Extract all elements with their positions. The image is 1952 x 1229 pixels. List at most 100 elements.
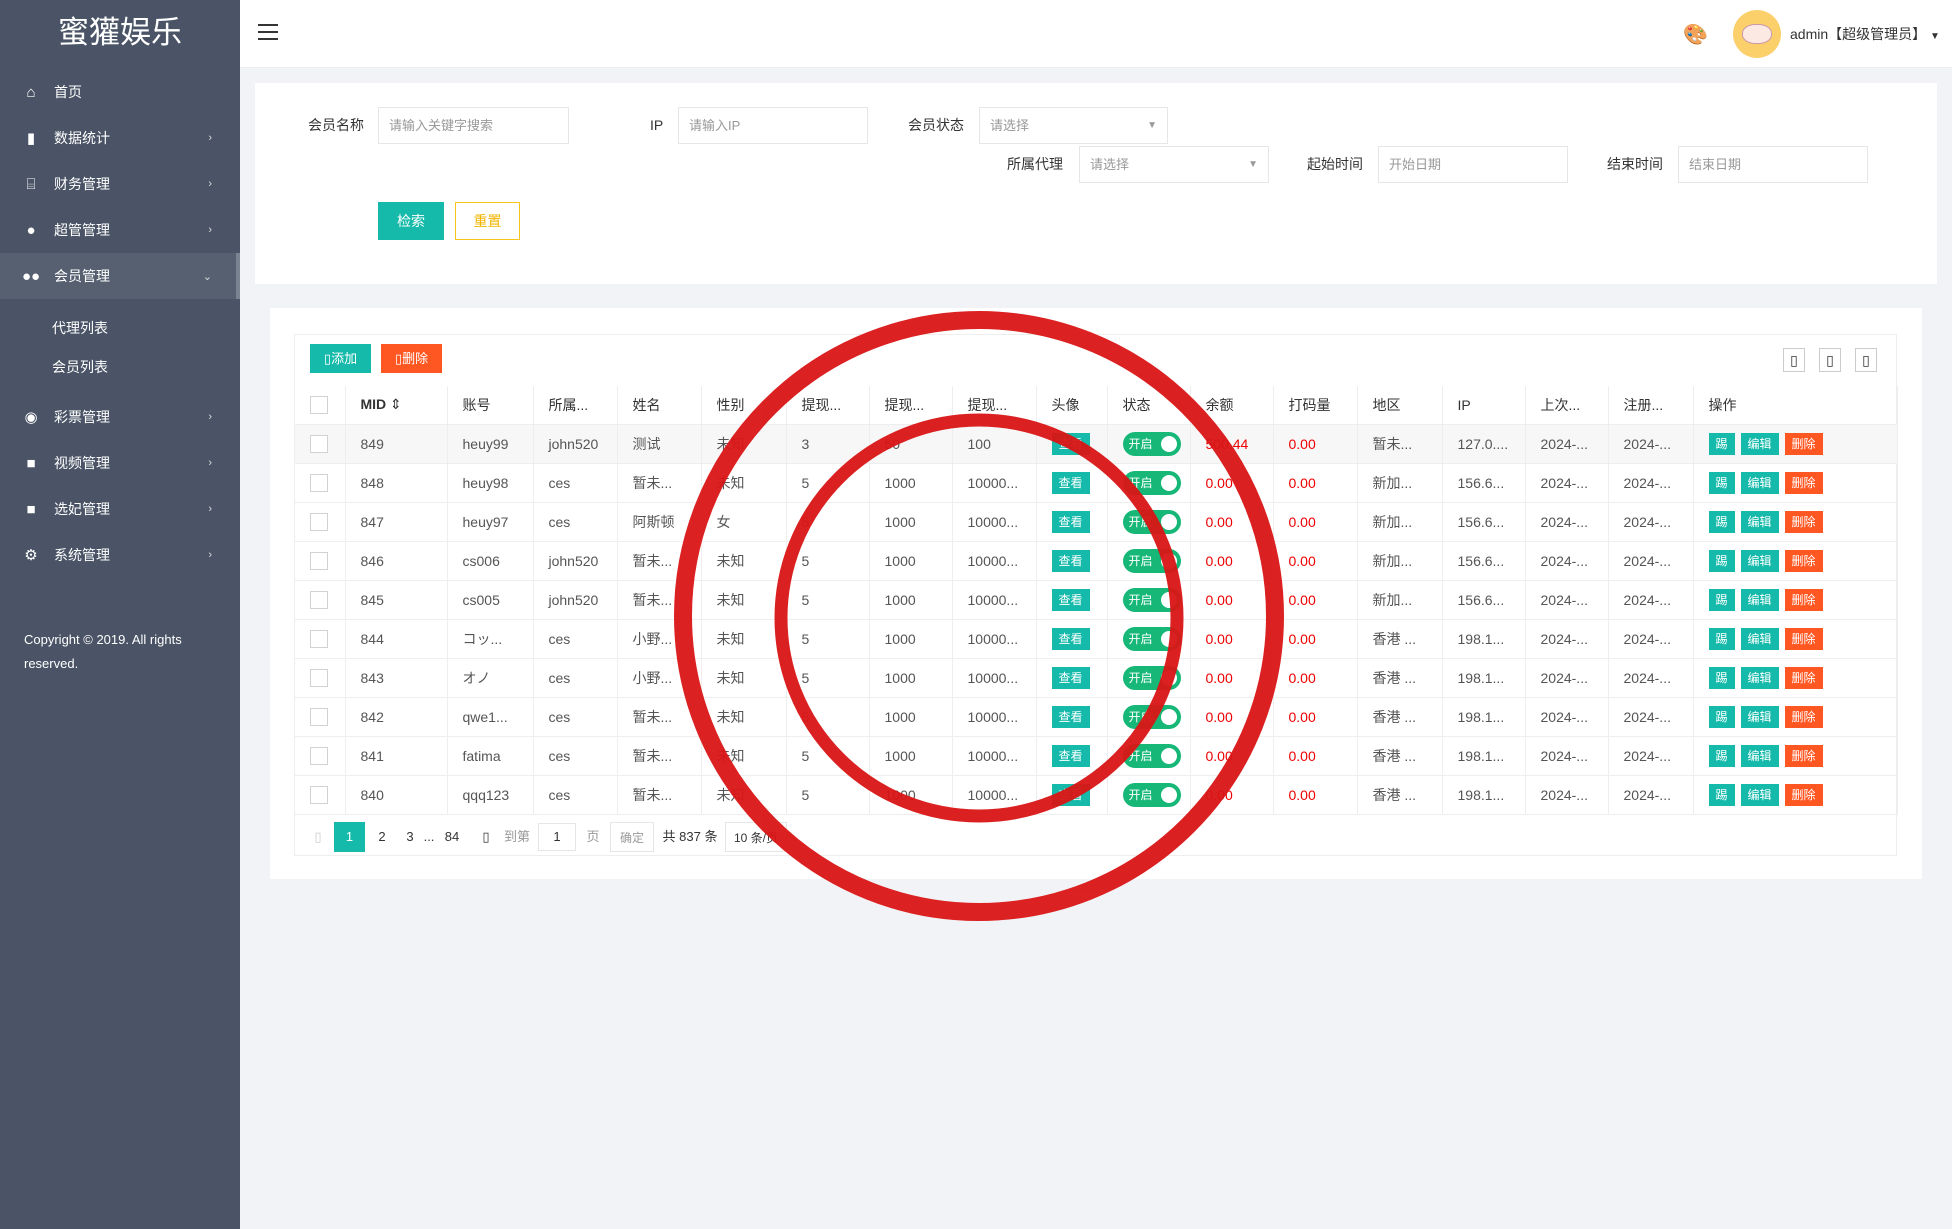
add-button[interactable]: ▯添加 bbox=[310, 344, 371, 373]
start-date-input[interactable]: 开始日期 bbox=[1378, 146, 1568, 183]
edit-button[interactable]: 编辑 bbox=[1740, 510, 1779, 533]
view-avatar-button[interactable]: 查看 bbox=[1051, 510, 1090, 533]
sidebar-item-3[interactable]: ● 超管管理 › bbox=[0, 207, 240, 253]
table-row[interactable]: 848 heuy98 ces 暂未... 未知 5 1000 10000... 查看 开启 0.00… bbox=[295, 463, 1898, 503]
row-checkbox[interactable] bbox=[310, 668, 328, 687]
kick-button[interactable]: 踢 bbox=[1708, 432, 1735, 455]
status-switch[interactable]: 开启 bbox=[1122, 704, 1181, 729]
sidebar-item-6[interactable]: ■ 视频管理 › bbox=[0, 440, 240, 486]
edit-button[interactable]: 编辑 bbox=[1740, 432, 1779, 455]
delete-row-button[interactable]: 删除 bbox=[1784, 744, 1823, 767]
delete-button[interactable]: ▯删除 bbox=[381, 344, 442, 373]
row-checkbox[interactable] bbox=[310, 551, 328, 570]
sidebar-subitem-member-list[interactable]: 会员列表 bbox=[52, 359, 108, 375]
sidebar-item-2[interactable]: ⌸ 财务管理 › bbox=[0, 161, 240, 207]
view-avatar-button[interactable]: 查看 bbox=[1051, 705, 1090, 728]
view-avatar-button[interactable]: 查看 bbox=[1051, 588, 1090, 611]
reset-button[interactable]: 重置 bbox=[455, 202, 520, 240]
delete-row-button[interactable]: 删除 bbox=[1784, 471, 1823, 494]
kick-button[interactable]: 踢 bbox=[1708, 627, 1735, 650]
page-84[interactable]: 84 bbox=[444, 829, 460, 844]
status-switch[interactable]: 开启 bbox=[1122, 743, 1181, 768]
avatar[interactable] bbox=[1733, 10, 1781, 58]
row-checkbox[interactable] bbox=[310, 512, 328, 531]
edit-button[interactable]: 编辑 bbox=[1740, 627, 1779, 650]
delete-row-button[interactable]: 删除 bbox=[1784, 549, 1823, 572]
status-switch[interactable]: 开启 bbox=[1122, 470, 1181, 495]
delete-row-button[interactable]: 删除 bbox=[1784, 627, 1823, 650]
goto-page-input[interactable]: 1 bbox=[538, 823, 576, 851]
columns-filter-icon[interactable]: ▯ bbox=[1783, 348, 1805, 372]
edit-button[interactable]: 编辑 bbox=[1740, 744, 1779, 767]
delete-row-button[interactable]: 删除 bbox=[1784, 666, 1823, 689]
row-checkbox[interactable] bbox=[310, 590, 328, 609]
sidebar-item-7[interactable]: ■ 选妃管理 › bbox=[0, 486, 240, 532]
status-switch[interactable]: 开启 bbox=[1122, 665, 1181, 690]
table-row[interactable]: 841 fatima ces 暂未... 未知 5 1000 10000... 查看 开启 0.00… bbox=[295, 736, 1898, 776]
kick-button[interactable]: 踢 bbox=[1708, 471, 1735, 494]
sidebar-subitem-agent-list[interactable]: 代理列表 bbox=[52, 320, 108, 336]
edit-button[interactable]: 编辑 bbox=[1740, 471, 1779, 494]
sidebar-item-5[interactable]: ◉ 彩票管理 › bbox=[0, 394, 240, 440]
page-size-select[interactable]: 10 条/页 bbox=[725, 822, 787, 852]
table-row[interactable]: 849 heuy99 john520 测试 未知 3 50 100 查看 开启 500.44 0.00… bbox=[295, 424, 1898, 464]
edit-button[interactable]: 编辑 bbox=[1740, 783, 1779, 806]
status-select[interactable]: 请选择 ▼ bbox=[979, 107, 1168, 144]
sidebar-item-8[interactable]: ⚙ 系统管理 › bbox=[0, 532, 240, 578]
delete-row-button[interactable]: 删除 bbox=[1784, 510, 1823, 533]
status-switch[interactable]: 开启 bbox=[1122, 782, 1181, 807]
delete-row-button[interactable]: 删除 bbox=[1784, 705, 1823, 728]
select-all-checkbox[interactable] bbox=[310, 395, 328, 414]
palette-icon[interactable]: 🎨 bbox=[1683, 24, 1708, 46]
page-1[interactable]: 1 bbox=[334, 822, 365, 852]
view-avatar-button[interactable]: 查看 bbox=[1051, 666, 1090, 689]
next-page-icon[interactable]: ▯ bbox=[482, 829, 490, 844]
user-menu[interactable]: admin【超级管理员】 ▼ bbox=[1790, 24, 1940, 44]
table-row[interactable]: 840 qqq123 ces 暂未... 未知 5 1000 10000... 查看 开启 0.00… bbox=[295, 775, 1898, 815]
status-switch[interactable]: 开启 bbox=[1122, 587, 1181, 612]
sidebar-item-4[interactable]: ●● 会员管理 ⌄ bbox=[0, 253, 240, 299]
export-icon[interactable]: ▯ bbox=[1819, 348, 1841, 372]
kick-button[interactable]: 踢 bbox=[1708, 510, 1735, 533]
view-avatar-button[interactable]: 查看 bbox=[1051, 471, 1090, 494]
kick-button[interactable]: 踢 bbox=[1708, 744, 1735, 767]
sidebar-item-1[interactable]: ▮ 数据统计 › bbox=[0, 115, 240, 161]
edit-button[interactable]: 编辑 bbox=[1740, 588, 1779, 611]
delete-row-button[interactable]: 删除 bbox=[1784, 588, 1823, 611]
table-row[interactable]: 843 オノ ces 小野... 未知 5 1000 10000... 查看 开启 0.00 0.00… bbox=[295, 658, 1898, 698]
kick-button[interactable]: 踢 bbox=[1708, 705, 1735, 728]
page-3[interactable]: 3 bbox=[406, 829, 414, 844]
view-avatar-button[interactable]: 查看 bbox=[1051, 432, 1090, 455]
row-checkbox[interactable] bbox=[310, 746, 328, 765]
row-checkbox[interactable] bbox=[310, 629, 328, 648]
status-switch[interactable]: 开启 bbox=[1122, 548, 1181, 573]
edit-button[interactable]: 编辑 bbox=[1740, 666, 1779, 689]
kick-button[interactable]: 踢 bbox=[1708, 783, 1735, 806]
row-checkbox[interactable] bbox=[310, 785, 328, 804]
sort-icon[interactable]: ⇕ bbox=[386, 396, 402, 413]
goto-confirm-button[interactable]: 确定 bbox=[610, 822, 654, 852]
end-date-input[interactable]: 结束日期 bbox=[1678, 146, 1868, 183]
kick-button[interactable]: 踢 bbox=[1708, 588, 1735, 611]
sidebar-item-0[interactable]: ⌂ 首页 bbox=[0, 69, 240, 115]
ip-input[interactable]: 请输入IP bbox=[678, 107, 868, 144]
row-checkbox[interactable] bbox=[310, 473, 328, 492]
status-switch[interactable]: 开启 bbox=[1122, 431, 1181, 456]
prev-page-icon[interactable]: ▯ bbox=[314, 829, 322, 844]
menu-toggle-icon[interactable] bbox=[258, 24, 278, 45]
edit-button[interactable]: 编辑 bbox=[1740, 705, 1779, 728]
view-avatar-button[interactable]: 查看 bbox=[1051, 783, 1090, 806]
edit-button[interactable]: 编辑 bbox=[1740, 549, 1779, 572]
delete-row-button[interactable]: 删除 bbox=[1784, 783, 1823, 806]
agent-select[interactable]: 请选择 ▼ bbox=[1079, 146, 1269, 183]
table-row[interactable]: 846 cs006 john520 暂未... 未知 5 1000 10000... 查看 开启 0… bbox=[295, 541, 1898, 581]
view-avatar-button[interactable]: 查看 bbox=[1051, 744, 1090, 767]
print-icon[interactable]: ▯ bbox=[1855, 348, 1877, 372]
status-switch[interactable]: 开启 bbox=[1122, 626, 1181, 651]
table-row[interactable]: 842 qwe1... ces 暂未... 未知 5 1000 10000... 查看 开启 0.0… bbox=[295, 697, 1898, 737]
member-name-input[interactable]: 请输入关键字搜索 bbox=[378, 107, 569, 144]
delete-row-button[interactable]: 删除 bbox=[1784, 432, 1823, 455]
row-checkbox[interactable] bbox=[310, 707, 328, 726]
table-row[interactable]: 844 コッ... ces 小野... 未知 5 1000 10000... 查看 开启 0.00 0… bbox=[295, 619, 1898, 659]
view-avatar-button[interactable]: 查看 bbox=[1051, 549, 1090, 572]
